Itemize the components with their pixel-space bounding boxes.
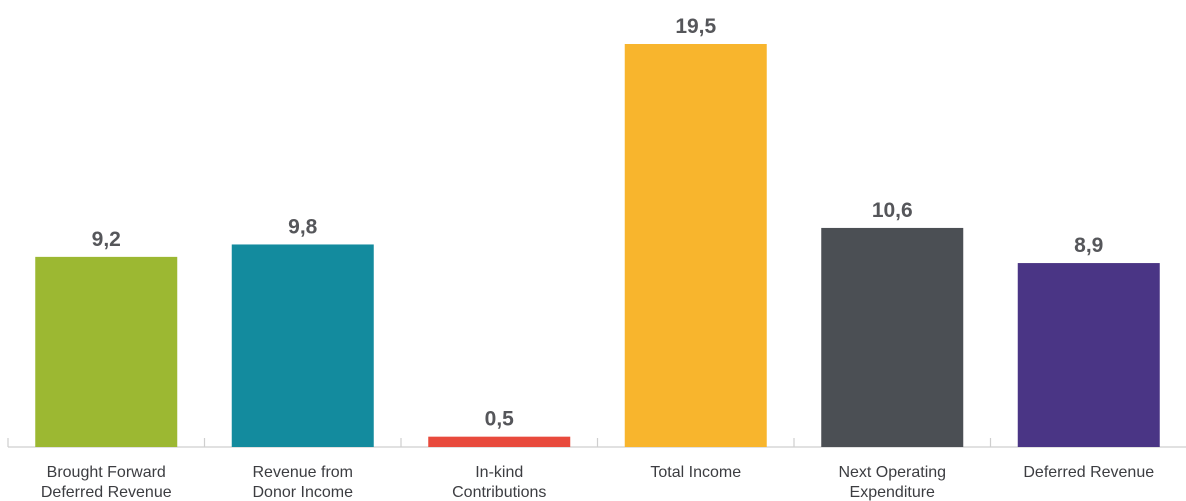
data-label: 9,8	[288, 215, 318, 238]
category-labels-group: Brought Forward Deferred Revenue Revenue f…	[41, 464, 1154, 501]
bar	[231, 244, 374, 447]
bar	[624, 44, 767, 447]
value-labels-group: 9,2 9,8 0,5 19,5 10,6 8,9	[92, 15, 1104, 431]
tick-label: Deferred Revenue	[1023, 464, 1154, 481]
tick-label: In-kind	[475, 464, 523, 481]
data-label: 9,2	[92, 228, 121, 251]
tick-label: Deferred Revenue	[41, 484, 172, 501]
bar	[35, 256, 178, 447]
tick-label: Donor Income	[253, 484, 354, 501]
data-label: 0,5	[485, 408, 515, 431]
bar	[428, 436, 571, 447]
axis-ticks	[7, 438, 992, 447]
tick-label: Revenue from	[253, 464, 354, 481]
tick-label: Expenditure	[850, 484, 935, 501]
tick-label: Total Income	[650, 464, 741, 481]
tick-label: Contributions	[452, 484, 546, 501]
tick-label: Brought Forward	[47, 464, 166, 481]
tick-label: Next Operating	[838, 464, 946, 481]
bar	[1017, 263, 1160, 447]
data-label: 8,9	[1074, 234, 1103, 257]
data-label: 10,6	[872, 199, 913, 222]
data-label: 19,5	[675, 15, 716, 38]
bars-group	[35, 44, 1160, 447]
bar	[821, 227, 964, 447]
